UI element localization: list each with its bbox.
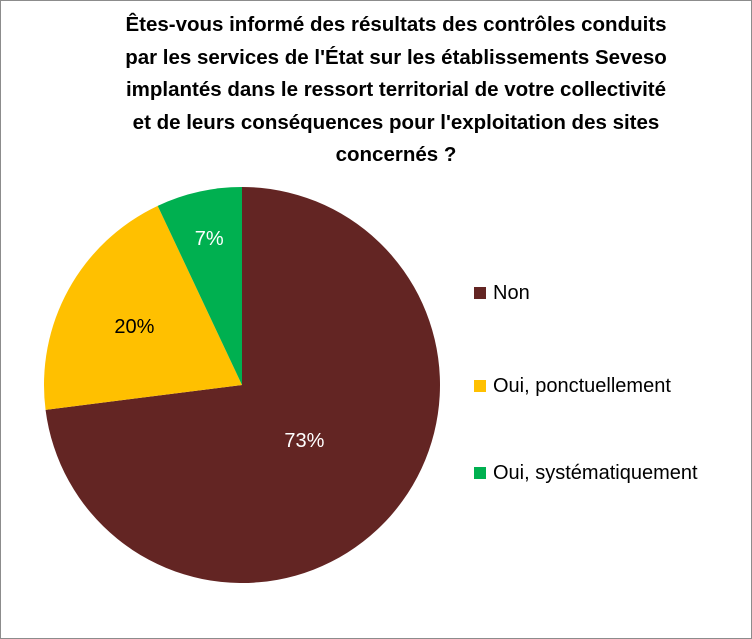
legend-swatch-oui-systematiquement xyxy=(474,467,486,479)
legend-label: Oui, systématiquement xyxy=(493,462,698,484)
legend-item-oui-ponctuellement: Oui, ponctuellement xyxy=(474,374,671,398)
legend-item-oui-systematiquement: Oui, systématiquement xyxy=(474,461,698,485)
chart-title-line: concernés ? xyxy=(335,143,457,166)
legend-item-non: Non xyxy=(474,281,530,305)
legend-swatch-oui-ponctuellement xyxy=(474,380,486,392)
slice-label-non: 73% xyxy=(284,430,324,452)
chart-title-line: par les services de l'État sur les établ… xyxy=(125,45,667,69)
pie-slice-oui-ponctuellement xyxy=(43,205,242,410)
chart-title-line: et de leurs conséquences pour l'exploita… xyxy=(132,110,660,134)
chart-title: Êtes-vous informé des résultats des cont… xyxy=(96,9,696,172)
legend-label: Oui, ponctuellement xyxy=(493,375,671,397)
chart-title-line: Êtes-vous informé des résultats des cont… xyxy=(125,13,667,36)
pie-slice-oui-systematiquement xyxy=(157,186,242,385)
legend-swatch-non xyxy=(474,287,486,299)
slice-label-oui-systematiquement: 7% xyxy=(195,228,224,250)
slice-label-oui-ponctuellement: 20% xyxy=(114,316,154,338)
pie-slice-non xyxy=(45,187,440,584)
chart-title-line: implantés dans le ressort territorial de… xyxy=(125,78,667,101)
legend-label: Non xyxy=(493,282,530,304)
